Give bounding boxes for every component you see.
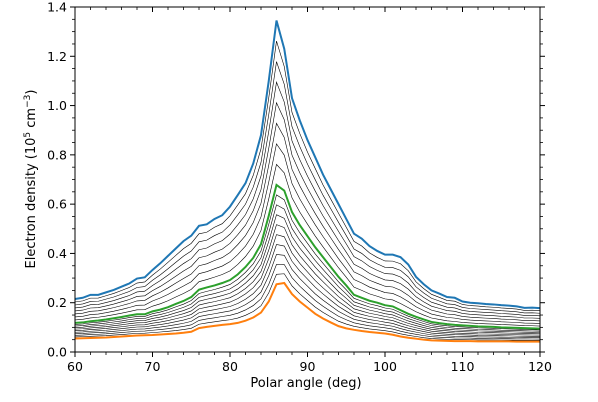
x-axis-label: Polar angle (deg) <box>250 376 361 391</box>
intermediate-curve <box>74 163 541 327</box>
intermediate-curve <box>74 204 541 332</box>
x-tick-label: 60 <box>67 359 83 374</box>
y-tick-label: 0.8 <box>47 147 67 162</box>
y-tick-label: 0.2 <box>47 295 67 310</box>
intermediate-curve <box>74 194 541 331</box>
y-axis-label-unit: cm <box>24 108 39 132</box>
intermediate-curve <box>74 254 541 339</box>
intermediate-curve <box>74 81 541 317</box>
plot-frame <box>74 6 541 353</box>
y-axis-label-prefix: Electron density (10 <box>24 138 39 269</box>
y-tick-label: 1.4 <box>47 0 67 15</box>
intermediate-curve <box>74 264 541 340</box>
y-axis-label: Electron density (105 cm−3) <box>23 90 39 269</box>
x-tick-label: 70 <box>145 359 161 374</box>
intermediate-curve <box>74 244 541 337</box>
x-axis-ticks: 60 70 80 90 100 110 120 <box>67 7 552 374</box>
intermediate-curves <box>74 41 541 341</box>
y-tick-label: 0.4 <box>47 246 67 261</box>
intermediate-curve <box>74 143 541 324</box>
x-tick-label: 120 <box>528 359 552 374</box>
middle-curve-green <box>74 183 541 330</box>
y-axis-ticks: 0.0 0.2 0.4 0.6 0.8 1.0 1.2 1.4 <box>47 0 545 360</box>
y-axis-label-unit-exponent: −3 <box>23 95 33 108</box>
highlighted-curves <box>74 20 541 343</box>
intermediate-curve <box>74 214 541 333</box>
y-tick-label: 1.0 <box>47 98 67 113</box>
intermediate-curve <box>74 234 541 336</box>
x-tick-label: 100 <box>373 359 397 374</box>
intermediate-curve <box>74 101 541 319</box>
y-axis-label-suffix: ) <box>24 90 39 95</box>
x-tick-label: 110 <box>451 359 475 374</box>
intermediate-curve <box>74 122 541 322</box>
intermediate-curve <box>74 273 541 341</box>
x-tick-label: 80 <box>222 359 238 374</box>
top-curve-blue <box>74 20 541 310</box>
y-tick-label: 1.2 <box>47 49 67 64</box>
x-tick-label: 90 <box>300 359 316 374</box>
y-tick-label: 0.6 <box>47 197 67 212</box>
y-axis-label-exponent: 5 <box>23 132 33 138</box>
intermediate-curve <box>74 224 541 335</box>
bottom-curve-orange <box>74 281 540 343</box>
intermediate-curve <box>74 41 541 311</box>
y-tick-label: 0.0 <box>47 345 67 360</box>
intermediate-curve <box>74 61 541 314</box>
